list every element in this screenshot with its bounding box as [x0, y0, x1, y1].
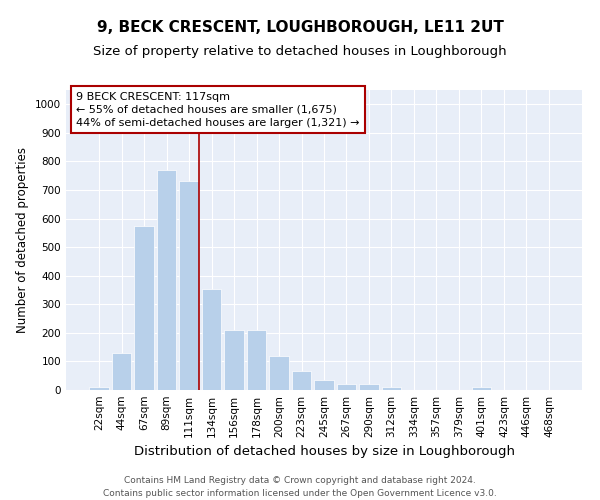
Bar [382, 387, 401, 390]
Bar [472, 387, 491, 390]
Bar [337, 384, 356, 390]
Text: Size of property relative to detached houses in Loughborough: Size of property relative to detached ho… [93, 45, 507, 58]
Bar [112, 354, 131, 390]
Bar [292, 372, 311, 390]
Bar [247, 330, 266, 390]
Text: 9, BECK CRESCENT, LOUGHBOROUGH, LE11 2UT: 9, BECK CRESCENT, LOUGHBOROUGH, LE11 2UT [97, 20, 503, 35]
Bar [359, 384, 379, 390]
Y-axis label: Number of detached properties: Number of detached properties [16, 147, 29, 333]
Text: 9 BECK CRESCENT: 117sqm
← 55% of detached houses are smaller (1,675)
44% of semi: 9 BECK CRESCENT: 117sqm ← 55% of detache… [76, 92, 360, 128]
Bar [89, 387, 109, 390]
Bar [179, 182, 199, 390]
Bar [224, 330, 244, 390]
X-axis label: Distribution of detached houses by size in Loughborough: Distribution of detached houses by size … [133, 446, 515, 458]
Bar [269, 356, 289, 390]
Bar [314, 380, 334, 390]
Bar [157, 170, 176, 390]
Text: Contains HM Land Registry data © Crown copyright and database right 2024.
Contai: Contains HM Land Registry data © Crown c… [103, 476, 497, 498]
Bar [202, 288, 221, 390]
Bar [134, 226, 154, 390]
